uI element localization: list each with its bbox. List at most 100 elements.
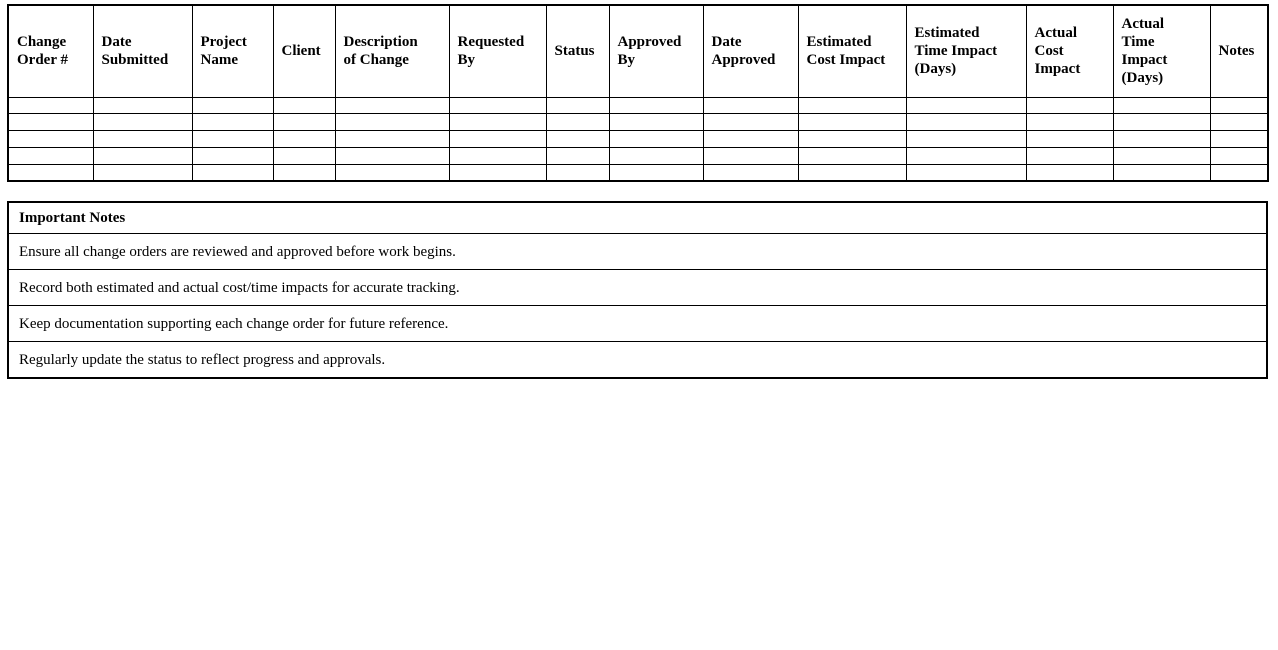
empty-cell xyxy=(545,146,610,165)
empty-cell xyxy=(92,130,193,148)
column-header-notes: Notes xyxy=(1209,4,1269,98)
notes-title-row: Important Notes xyxy=(7,201,1268,234)
column-header-client: Client xyxy=(272,4,336,98)
empty-cell xyxy=(905,130,1027,148)
empty-table-row xyxy=(7,113,1269,132)
empty-cell xyxy=(92,113,193,132)
empty-table-row xyxy=(7,163,1269,182)
empty-cell xyxy=(334,96,450,115)
empty-table-row xyxy=(7,146,1269,165)
empty-cell xyxy=(1025,96,1114,115)
note-text: Record both estimated and actual cost/ti… xyxy=(7,269,1268,306)
empty-cell xyxy=(905,113,1027,132)
empty-cell xyxy=(334,163,450,182)
empty-cell xyxy=(608,146,704,165)
column-header-description-of-change: Description of Change xyxy=(334,4,450,98)
empty-cell xyxy=(1209,113,1269,132)
empty-cell xyxy=(448,146,547,165)
empty-cell xyxy=(92,96,193,115)
empty-cell xyxy=(702,130,799,148)
column-header-date-approved: Date Approved xyxy=(702,4,799,98)
empty-cell xyxy=(1112,113,1211,132)
empty-cell xyxy=(191,113,274,132)
empty-cell xyxy=(334,113,450,132)
column-header-change-order-number: Change Order # xyxy=(7,4,94,98)
empty-cell xyxy=(448,130,547,148)
important-notes-table: Important Notes Ensure all change orders… xyxy=(7,201,1268,379)
empty-cell xyxy=(272,113,336,132)
note-text: Keep documentation supporting each chang… xyxy=(7,305,1268,342)
empty-table-row xyxy=(7,130,1269,148)
empty-cell xyxy=(1112,163,1211,182)
empty-cell xyxy=(191,163,274,182)
column-header-estimated-cost-impact: Estimated Cost Impact xyxy=(797,4,907,98)
empty-cell xyxy=(92,146,193,165)
empty-cell xyxy=(797,130,907,148)
empty-cell xyxy=(334,130,450,148)
empty-cell xyxy=(7,113,94,132)
column-header-actual-cost-impact: Actual Cost Impact xyxy=(1025,4,1114,98)
empty-cell xyxy=(545,96,610,115)
empty-cell xyxy=(272,163,336,182)
empty-cell xyxy=(797,96,907,115)
empty-cell xyxy=(1025,163,1114,182)
empty-cell xyxy=(905,96,1027,115)
empty-cell xyxy=(545,130,610,148)
empty-cell xyxy=(608,96,704,115)
empty-cell xyxy=(1025,113,1114,132)
empty-cell xyxy=(1025,130,1114,148)
empty-cell xyxy=(191,130,274,148)
empty-cell xyxy=(1025,146,1114,165)
empty-cell xyxy=(191,146,274,165)
empty-cell xyxy=(702,113,799,132)
empty-cell xyxy=(191,96,274,115)
empty-cell xyxy=(702,146,799,165)
empty-cell xyxy=(702,96,799,115)
note-row: Regularly update the status to reflect p… xyxy=(7,341,1268,379)
empty-cell xyxy=(272,130,336,148)
column-header-requested-by: Requested By xyxy=(448,4,547,98)
empty-cell xyxy=(608,130,704,148)
column-header-approved-by: Approved By xyxy=(608,4,704,98)
empty-cell xyxy=(272,146,336,165)
empty-cell xyxy=(1112,130,1211,148)
empty-cell xyxy=(448,163,547,182)
empty-cell xyxy=(545,163,610,182)
empty-cell xyxy=(7,146,94,165)
empty-cell xyxy=(1112,146,1211,165)
empty-cell xyxy=(608,163,704,182)
empty-cell xyxy=(545,113,610,132)
change-order-table-body xyxy=(7,96,1269,182)
empty-cell xyxy=(448,113,547,132)
note-row: Ensure all change orders are reviewed an… xyxy=(7,233,1268,270)
note-text: Regularly update the status to reflect p… xyxy=(7,341,1268,379)
note-text: Ensure all change orders are reviewed an… xyxy=(7,233,1268,270)
empty-cell xyxy=(797,163,907,182)
empty-cell xyxy=(1112,96,1211,115)
empty-cell xyxy=(905,146,1027,165)
empty-cell xyxy=(608,113,704,132)
empty-cell xyxy=(7,163,94,182)
column-header-date-submitted: Date Submitted xyxy=(92,4,193,98)
empty-cell xyxy=(702,163,799,182)
empty-cell xyxy=(1209,146,1269,165)
empty-cell xyxy=(797,146,907,165)
empty-cell xyxy=(905,163,1027,182)
empty-cell xyxy=(797,113,907,132)
empty-cell xyxy=(7,130,94,148)
note-row: Keep documentation supporting each chang… xyxy=(7,305,1268,342)
empty-cell xyxy=(334,146,450,165)
empty-cell xyxy=(1209,130,1269,148)
empty-table-row xyxy=(7,96,1269,115)
empty-cell xyxy=(1209,163,1269,182)
column-header-estimated-time-impact: Estimated Time Impact (Days) xyxy=(905,4,1027,98)
notes-title: Important Notes xyxy=(7,201,1268,234)
note-row: Record both estimated and actual cost/ti… xyxy=(7,269,1268,306)
empty-cell xyxy=(272,96,336,115)
empty-cell xyxy=(448,96,547,115)
column-header-actual-time-impact: Actual Time Impact (Days) xyxy=(1112,4,1211,98)
empty-cell xyxy=(92,163,193,182)
column-header-status: Status xyxy=(545,4,610,98)
empty-cell xyxy=(7,96,94,115)
